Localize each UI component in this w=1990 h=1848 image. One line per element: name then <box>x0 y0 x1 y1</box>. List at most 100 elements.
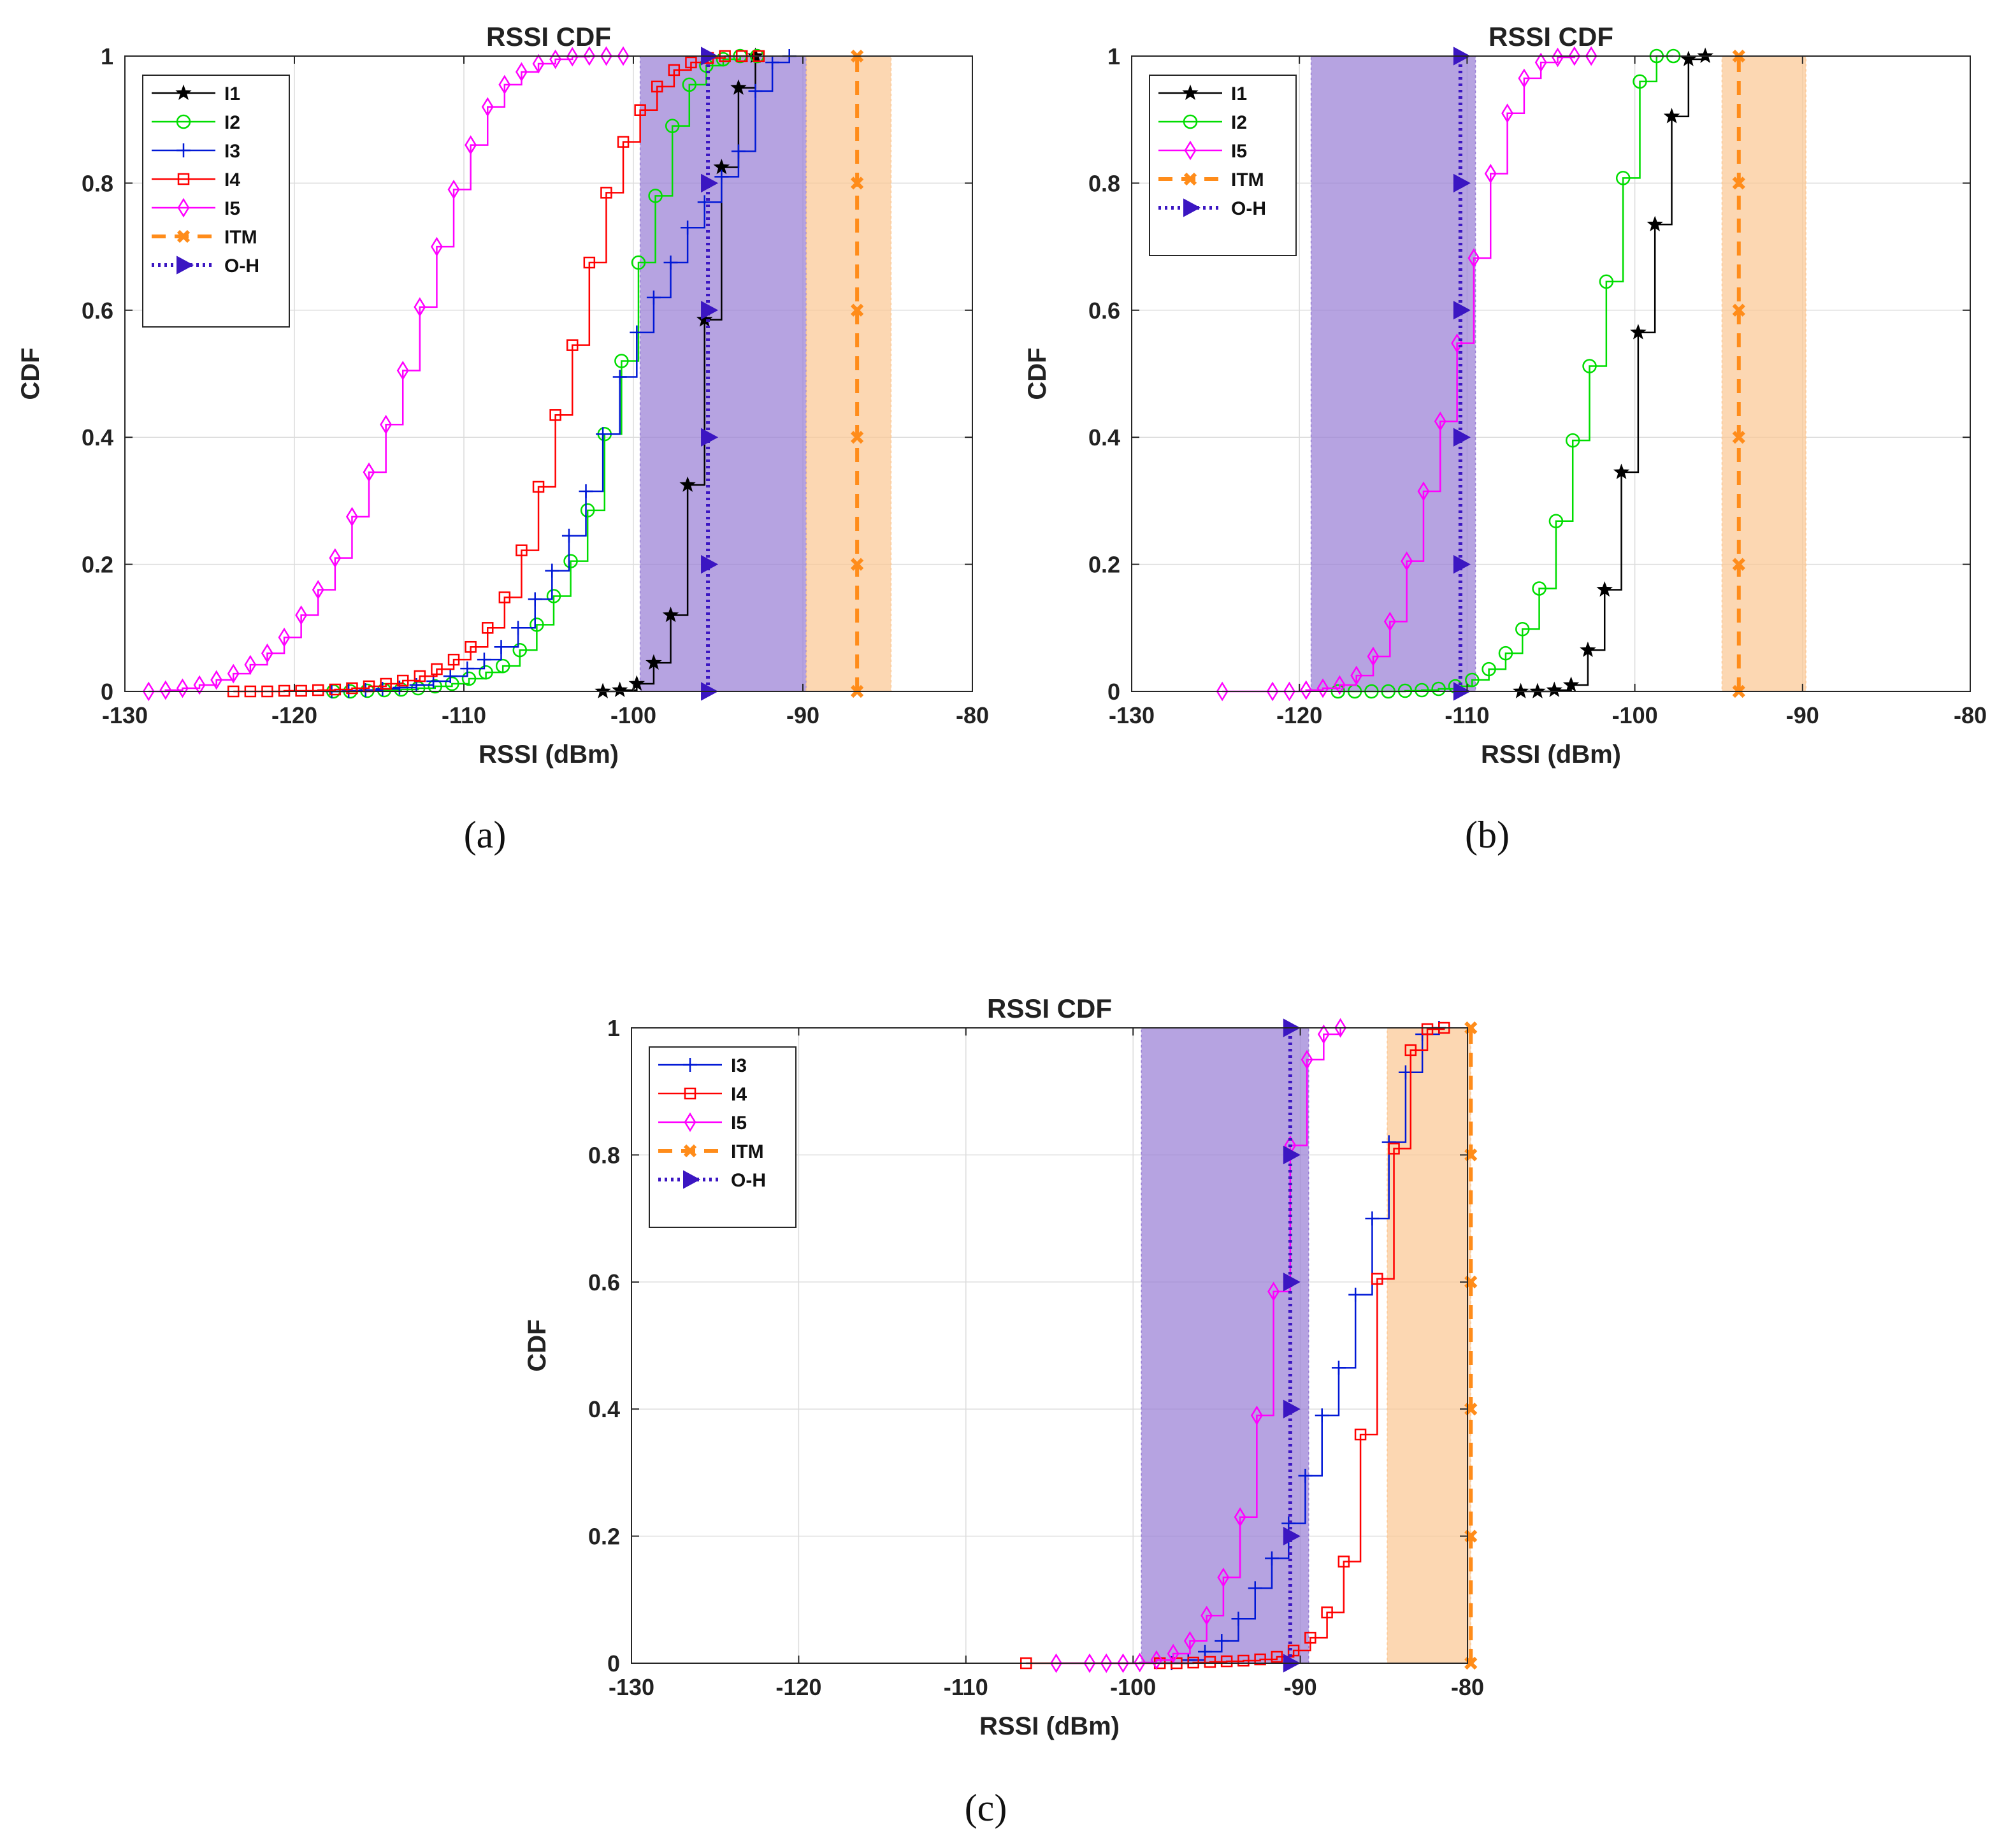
data-point <box>1204 1656 1216 1668</box>
x-tick-label: -80 <box>1451 1674 1484 1700</box>
data-point <box>1732 431 1745 444</box>
legend-label: ITM <box>1231 170 1264 191</box>
data-point <box>600 187 612 199</box>
data-point <box>714 170 729 184</box>
data-point-b <box>850 431 864 444</box>
data-point <box>850 558 864 571</box>
legend-item-i5: I5 <box>152 198 240 219</box>
legend-item-i2: I2 <box>152 112 240 133</box>
legend-item-o-h: O-H <box>1158 198 1266 219</box>
data-point <box>1283 1526 1301 1546</box>
x-tick-label: -130 <box>102 702 148 728</box>
data-point <box>177 173 190 185</box>
data-point <box>1283 1399 1301 1418</box>
data-point <box>566 339 579 351</box>
data-point <box>1562 676 1580 692</box>
data-point <box>1501 103 1514 124</box>
data-point <box>668 64 681 76</box>
legend-label: O-H <box>224 256 259 277</box>
y-tick-label: 0 <box>1107 679 1120 705</box>
legend-label: I5 <box>1231 141 1247 162</box>
x-tick-label: -120 <box>775 1674 821 1700</box>
data-point <box>380 677 392 690</box>
data-point <box>651 80 663 93</box>
data-point <box>1732 177 1745 190</box>
data-point <box>696 311 713 327</box>
data-point <box>566 47 579 67</box>
data-point-b <box>1183 172 1197 186</box>
data-point <box>665 119 680 133</box>
data-point <box>227 663 240 684</box>
data-point <box>345 507 358 527</box>
data-point-b <box>850 558 864 571</box>
data-point <box>679 476 696 492</box>
legend-label: ITM <box>731 1141 764 1162</box>
data-point <box>1415 682 1429 698</box>
data-point <box>1350 665 1363 686</box>
data-point <box>1630 324 1647 340</box>
data-point <box>193 675 206 695</box>
data-point <box>461 671 477 686</box>
data-point <box>685 56 697 69</box>
data-point <box>1467 248 1480 268</box>
y-tick-label: 0.6 <box>588 1269 620 1296</box>
data-point <box>392 681 407 695</box>
data-point <box>1333 675 1346 695</box>
y-tick-label: 0.2 <box>588 1524 620 1550</box>
legend-label: I5 <box>224 198 240 219</box>
series-line <box>1520 56 1706 693</box>
series-i1 <box>1512 47 1713 698</box>
legend-label: I3 <box>224 141 240 162</box>
data-point <box>494 640 508 654</box>
data-point <box>611 681 628 697</box>
data-point <box>244 654 257 675</box>
data-point <box>1365 1211 1380 1226</box>
itm-range-band <box>1387 1027 1471 1664</box>
data-point <box>1100 1653 1113 1673</box>
y-tick-label: 0 <box>101 679 113 705</box>
y-tick-label: 0.6 <box>1088 298 1120 324</box>
data-point <box>1267 1281 1280 1302</box>
data-point <box>701 428 719 447</box>
data-point <box>481 622 494 634</box>
data-point <box>295 605 308 625</box>
legend: I1 I2 I3 I4 I5 ITM O-H <box>142 75 290 328</box>
data-point <box>1216 681 1229 702</box>
data-point <box>662 606 679 623</box>
data-point <box>1184 140 1197 161</box>
legend-item-i5: I5 <box>658 1112 747 1134</box>
data-point <box>1150 1650 1163 1670</box>
y-tick-label: 0.8 <box>1088 170 1120 196</box>
data-point <box>1183 1631 1196 1651</box>
x-tick-label: -90 <box>1786 702 1819 728</box>
x-tick-label: -120 <box>1276 702 1322 728</box>
data-point <box>1453 428 1471 447</box>
data-point <box>1388 1143 1400 1155</box>
series-line <box>1222 55 1592 693</box>
data-point-b <box>177 229 191 243</box>
data-point <box>630 325 644 340</box>
chart-panel-a: -130 -120 -110 -100 -90 -80 0 0.2 0.4 0.6 0.8 1 RSSI… <box>17 22 989 856</box>
data-point <box>396 674 409 687</box>
data-point <box>579 484 593 498</box>
data-point <box>684 1087 696 1100</box>
x-tick-label: -130 <box>609 1674 654 1700</box>
data-point <box>1248 1581 1262 1596</box>
data-point <box>1431 681 1446 697</box>
y-tick-label: 1 <box>101 43 113 69</box>
data-point <box>646 290 661 305</box>
legend-item-itm: ITM <box>1158 170 1264 191</box>
data-point <box>683 1170 701 1189</box>
series-i5 <box>1216 46 1597 702</box>
data-point <box>1167 1643 1179 1664</box>
legend-item-itm: ITM <box>658 1141 764 1162</box>
data-point <box>460 661 475 676</box>
oh-range-band <box>1310 55 1476 692</box>
data-point <box>159 680 172 700</box>
data-point <box>142 681 155 702</box>
panel-caption: (c) <box>965 1787 1007 1829</box>
data-point <box>1515 622 1530 637</box>
data-point <box>1582 359 1597 373</box>
data-point-b <box>1732 558 1745 571</box>
